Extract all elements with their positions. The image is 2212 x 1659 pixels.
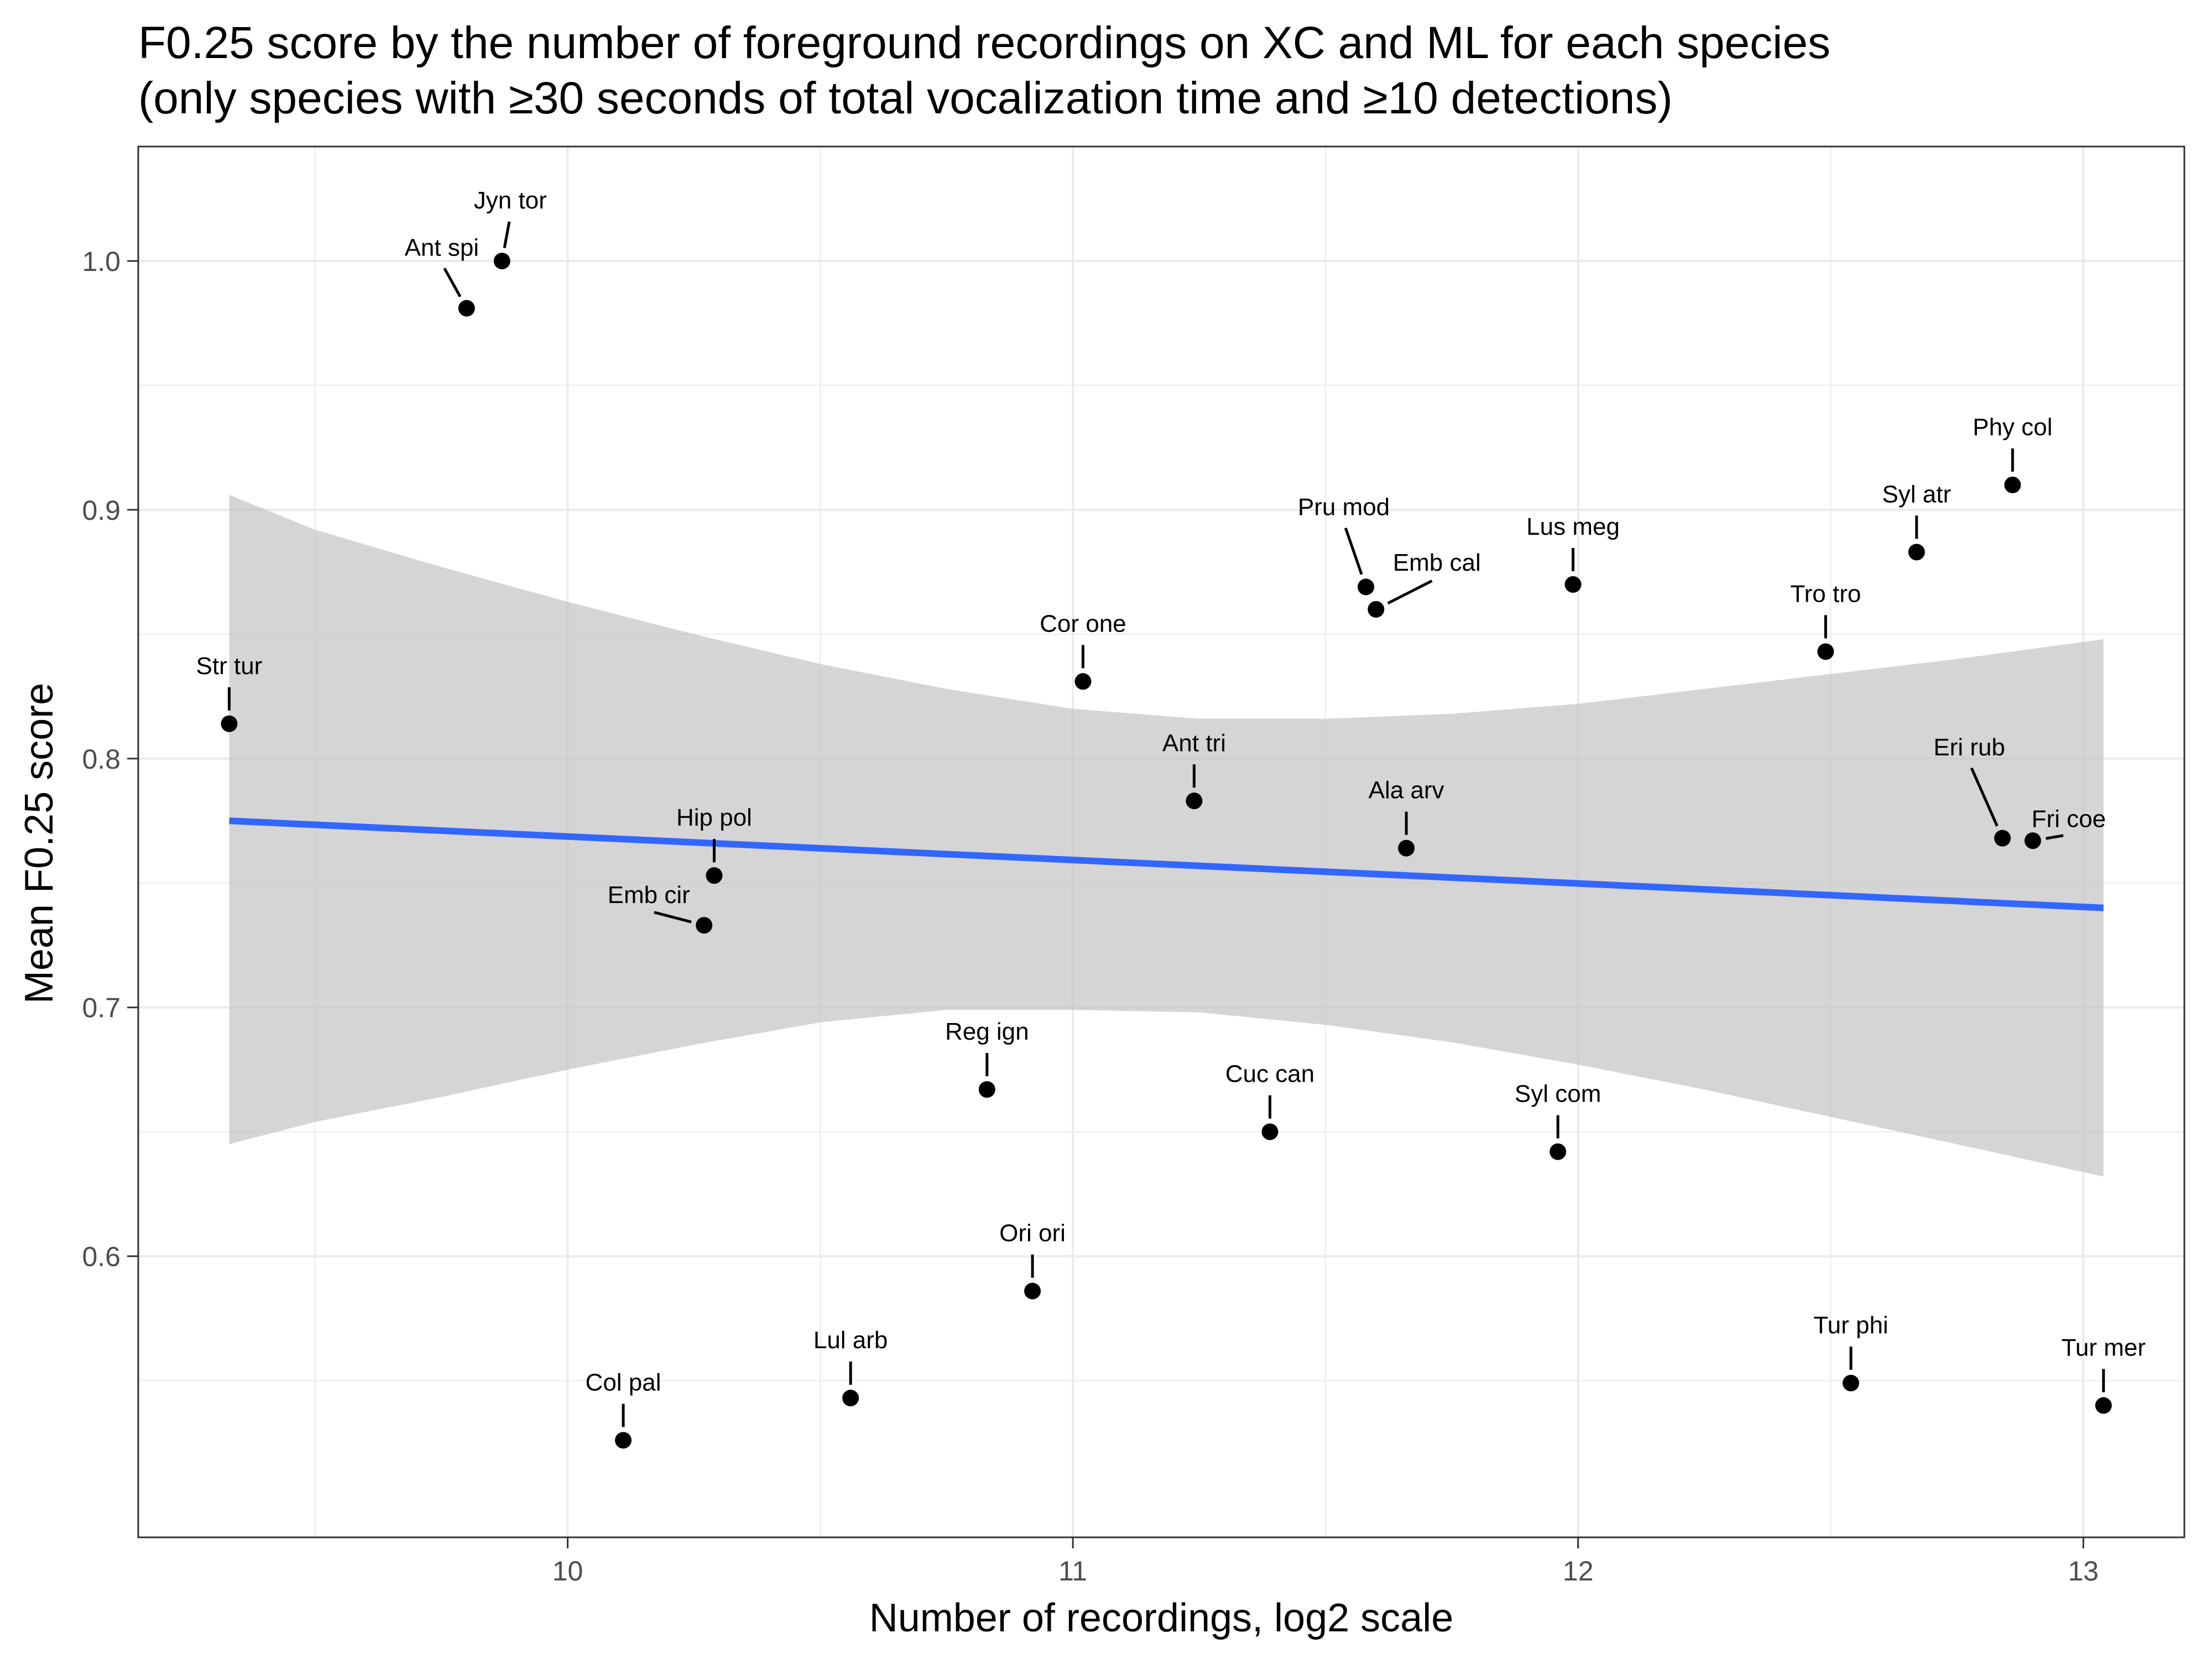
data-point	[1398, 839, 1415, 857]
plot-panel: Jyn tor Ant spi Str tur Hip pol Emb cir Col p…	[137, 145, 2185, 1538]
y-tick-label: 0.7	[82, 993, 121, 1024]
y-tick-label: 0.8	[82, 744, 121, 775]
x-axis-title: Number of recordings, log2 scale	[869, 1596, 1454, 1640]
chart-title: F0.25 score by the number of foreground …	[138, 18, 1830, 68]
data-point	[696, 917, 713, 934]
data-point	[458, 300, 475, 317]
point-label: Fri coe	[2032, 805, 2106, 832]
point-label: Pru mod	[1298, 493, 1390, 520]
point-label: Ant spi	[405, 234, 479, 261]
point-label: Tro tro	[1790, 580, 1861, 607]
point-label: Col pal	[586, 1369, 661, 1396]
panel-border	[137, 145, 2185, 1538]
point-label: Eri rub	[1933, 734, 2005, 761]
data-points	[221, 252, 2112, 1449]
data-point	[1550, 1143, 1567, 1160]
point-label: Tur mer	[2062, 1334, 2146, 1361]
data-point	[1994, 830, 2011, 847]
point-label: Ala arv	[1369, 777, 1444, 804]
label-leader	[1970, 767, 1999, 827]
data-point	[1261, 1123, 1279, 1140]
point-label: Syl com	[1515, 1081, 1601, 1108]
chart-subtitle: (only species with ≥30 seconds of total …	[138, 73, 1673, 123]
x-tick-label: 13	[2068, 1556, 2099, 1587]
data-point	[706, 867, 723, 884]
point-label: Ant tri	[1162, 729, 1226, 757]
data-point	[1817, 643, 1834, 660]
data-point	[978, 1081, 995, 1098]
data-point	[2004, 476, 2021, 493]
point-label: Phy col	[1973, 414, 2052, 441]
point-label: Emb cal	[1393, 549, 1481, 576]
point-label: Jyn tor	[474, 187, 547, 214]
x-tick-label: 11	[1058, 1556, 1087, 1587]
data-point	[2095, 1397, 2112, 1414]
y-tick-label: 1.0	[82, 246, 121, 277]
label-leader	[2046, 834, 2064, 840]
point-label: Reg ign	[945, 1018, 1029, 1045]
data-point	[1564, 576, 1582, 593]
point-label: Emb cir	[608, 881, 690, 909]
label-leader	[654, 911, 692, 924]
data-point	[615, 1432, 632, 1449]
y-axis-title: Mean F0.25 score	[17, 683, 61, 1004]
point-label: Lul arb	[813, 1327, 888, 1354]
point-label: Ori ori	[999, 1220, 1066, 1247]
x-axis-ticks: 10 11 12 13	[552, 1537, 2099, 1587]
x-tick-label: 10	[552, 1556, 583, 1587]
data-point	[1843, 1375, 1860, 1392]
label-leader	[1387, 580, 1433, 605]
x-tick-label: 12	[1563, 1556, 1594, 1587]
data-point	[221, 715, 238, 732]
data-point	[1186, 792, 1203, 810]
point-label: Cor one	[1040, 610, 1126, 637]
data-point	[1908, 544, 1925, 561]
data-point	[1024, 1282, 1041, 1300]
label-leader	[1344, 527, 1363, 575]
data-point	[2024, 832, 2041, 849]
data-point	[842, 1390, 859, 1407]
data-point	[1074, 673, 1092, 690]
data-point	[493, 252, 510, 269]
point-label: Hip pol	[676, 804, 752, 831]
point-label: Str tur	[196, 653, 263, 680]
label-leader	[443, 267, 462, 298]
y-tick-label: 0.6	[82, 1241, 121, 1272]
confidence-band	[229, 494, 2104, 1177]
data-point	[1368, 601, 1385, 618]
y-tick-label: 0.9	[82, 495, 121, 526]
label-leader	[503, 221, 511, 248]
y-axis-ticks: 0.6 0.7 0.8 0.9 1.0	[82, 246, 138, 1272]
point-label: Lus meg	[1526, 513, 1620, 540]
point-label: Tur phi	[1813, 1312, 1888, 1339]
point-labels: Jyn tor Ant spi Str tur Hip pol Emb cir Col p…	[196, 187, 2146, 1427]
point-label: Cuc can	[1225, 1061, 1314, 1088]
trend-line	[229, 817, 2104, 911]
point-label: Syl atr	[1882, 481, 1951, 508]
data-point	[1358, 578, 1374, 596]
